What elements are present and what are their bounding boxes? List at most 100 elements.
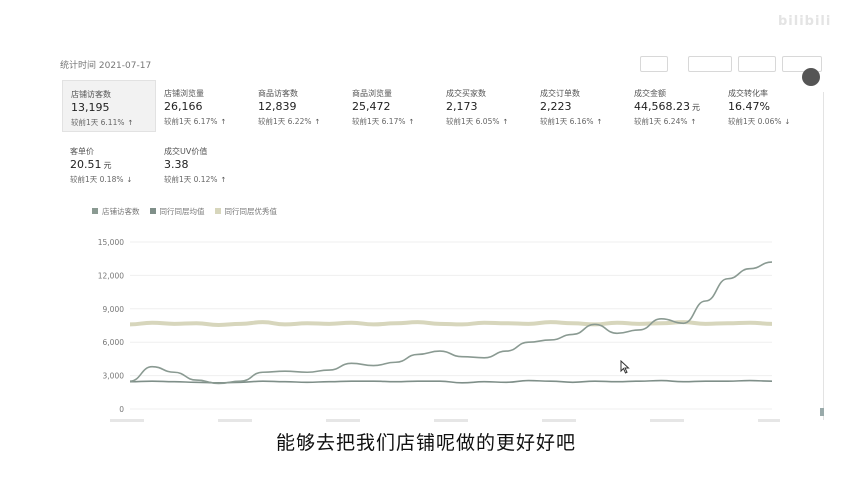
- x-tick-label: [326, 419, 360, 422]
- metric-label: 成交UV价值: [164, 147, 208, 156]
- x-tick-label: [758, 419, 780, 422]
- metric-grid: 店铺访客数 13,195 较前1天 6.11% ↑ 店铺浏览量 26,166 较前1天 6.…: [62, 80, 814, 192]
- legend-item[interactable]: 同行同层优秀值: [214, 206, 278, 217]
- metric-value: 16.47%: [728, 100, 770, 113]
- metric-change: 较前1天 6.24% ↑: [634, 116, 696, 127]
- metric-label: 店铺浏览量: [164, 89, 204, 98]
- y-tick-label: 15,000: [98, 238, 124, 247]
- metric-change: 较前1天 6.17% ↑: [352, 116, 414, 127]
- metric-change-label: 较前1天: [164, 175, 194, 184]
- bilibili-watermark: bilibili: [778, 14, 832, 29]
- metric-change-value: 6.16%: [569, 117, 594, 126]
- x-tick-label: [110, 419, 144, 422]
- metric-change: 较前1天 6.11% ↑: [71, 117, 133, 128]
- arrow-down-icon: ↓: [784, 118, 791, 126]
- metric-value: 44,568.23 元: [634, 100, 700, 113]
- metric-change-label: 较前1天: [70, 175, 100, 184]
- metric-change-label: 较前1天: [728, 117, 758, 126]
- toolbar-button-1[interactable]: [640, 56, 668, 72]
- arrow-up-icon: ↑: [502, 118, 509, 126]
- metric-card[interactable]: 成交金额 44,568.23 元较前1天 6.24% ↑: [626, 80, 720, 132]
- metric-card[interactable]: 成交UV价值 3.38 较前1天 0.12% ↑: [156, 138, 250, 190]
- metric-card[interactable]: 店铺浏览量 26,166 较前1天 6.17% ↑: [156, 80, 250, 132]
- legend-swatch: [149, 208, 156, 214]
- mouse-cursor-icon: [620, 360, 630, 374]
- metric-change-value: 6.22%: [287, 117, 312, 126]
- metric-change-value: 6.05%: [475, 117, 500, 126]
- arrow-up-icon: ↑: [408, 118, 415, 126]
- metric-value: 26,166: [164, 100, 203, 113]
- arrow-up-icon: ↑: [220, 176, 227, 184]
- series-line[interactable]: [129, 379, 773, 384]
- legend-item[interactable]: 店铺访客数: [92, 206, 140, 217]
- arrow-up-icon: ↑: [314, 118, 321, 126]
- metric-value: 12,839: [258, 100, 297, 113]
- arrow-up-icon: ↑: [690, 118, 697, 126]
- legend-item[interactable]: 同行同层均值: [149, 206, 205, 217]
- metric-change: 较前1天 6.05% ↑: [446, 116, 508, 127]
- metric-change-label: 较前1天: [634, 117, 664, 126]
- arrow-up-icon: ↑: [220, 118, 227, 126]
- metric-card[interactable]: 店铺访客数 13,195 较前1天 6.11% ↑: [62, 80, 156, 132]
- metric-card[interactable]: 成交订单数 2,223 较前1天 6.16% ↑: [532, 80, 626, 132]
- metric-label: 成交转化率: [728, 89, 768, 98]
- metric-change-label: 较前1天: [164, 117, 194, 126]
- arrow-up-icon: ↑: [127, 119, 134, 127]
- metric-change-value: 6.17%: [193, 117, 218, 126]
- legend-label: 同行同层优秀值: [224, 206, 278, 216]
- metric-change: 较前1天 6.22% ↑: [258, 116, 320, 127]
- metric-card[interactable]: 商品浏览量 25,472 较前1天 6.17% ↑: [344, 80, 438, 132]
- metric-label: 商品访客数: [258, 89, 298, 98]
- series-line[interactable]: [129, 320, 773, 327]
- metric-change: 较前1天 0.12% ↑: [164, 174, 226, 185]
- y-tick-label: 9,000: [103, 305, 125, 314]
- metric-unit: 元: [691, 103, 700, 112]
- metric-value: 20.51 元: [70, 158, 112, 171]
- series-line[interactable]: [129, 261, 773, 385]
- metric-value: 2,223: [540, 100, 572, 113]
- metric-change-value: 0.18%: [99, 175, 124, 184]
- metric-label: 成交订单数: [540, 89, 580, 98]
- metric-label: 成交买家数: [446, 89, 486, 98]
- more-icon[interactable]: [802, 68, 820, 86]
- metric-card[interactable]: 客单价 20.51 元较前1天 0.18% ↓: [62, 138, 156, 190]
- chart-legend: 店铺访客数 同行同层均值 同行同层优秀值: [92, 205, 287, 217]
- arrow-up-icon: ↑: [596, 118, 603, 126]
- legend-label: 店铺访客数: [102, 206, 140, 216]
- arrow-down-icon: ↓: [126, 176, 133, 184]
- toolbar-button-3[interactable]: [738, 56, 776, 72]
- y-tick-label: 12,000: [98, 271, 124, 280]
- metric-label: 客单价: [70, 147, 94, 156]
- scrollbar[interactable]: [816, 92, 824, 420]
- metric-card[interactable]: 商品访客数 12,839 较前1天 6.22% ↑: [250, 80, 344, 132]
- metric-change-value: 6.11%: [100, 118, 125, 127]
- metric-label: 店铺访客数: [71, 90, 111, 99]
- y-tick-label: 0: [119, 405, 124, 414]
- metric-change-value: 0.06%: [757, 117, 782, 126]
- metric-value: 25,472: [352, 100, 391, 113]
- metric-change-label: 较前1天: [446, 117, 476, 126]
- x-tick-label: [218, 419, 252, 422]
- top-toolbar: 统计时间 2021-07-17: [48, 52, 838, 74]
- toolbar-button-2[interactable]: [688, 56, 732, 72]
- metric-value: 13,195: [71, 101, 110, 114]
- metric-change-label: 较前1天: [352, 117, 382, 126]
- metric-card[interactable]: 成交买家数 2,173 较前1天 6.05% ↑: [438, 80, 532, 132]
- y-tick-label: 6,000: [103, 338, 125, 347]
- y-tick-label: 3,000: [103, 372, 125, 381]
- stat-time-label: 统计时间 2021-07-17: [60, 61, 152, 71]
- metric-change: 较前1天 6.16% ↑: [540, 116, 602, 127]
- metric-change-value: 0.12%: [193, 175, 218, 184]
- metric-label: 商品浏览量: [352, 89, 392, 98]
- metric-change: 较前1天 0.06% ↓: [728, 116, 790, 127]
- x-tick-label: [650, 419, 684, 422]
- metric-card[interactable]: 成交转化率 16.47% 较前1天 0.06% ↓: [720, 80, 814, 132]
- scrollbar-thumb[interactable]: [820, 408, 824, 416]
- metric-label: 成交金额: [634, 89, 666, 98]
- metric-value: 3.38: [164, 158, 189, 171]
- metric-unit: 元: [103, 161, 112, 170]
- video-subtitle: 能够去把我们店铺呢做的更好好吧: [275, 432, 576, 454]
- metric-change-value: 6.17%: [381, 117, 406, 126]
- x-tick-label: [542, 419, 576, 422]
